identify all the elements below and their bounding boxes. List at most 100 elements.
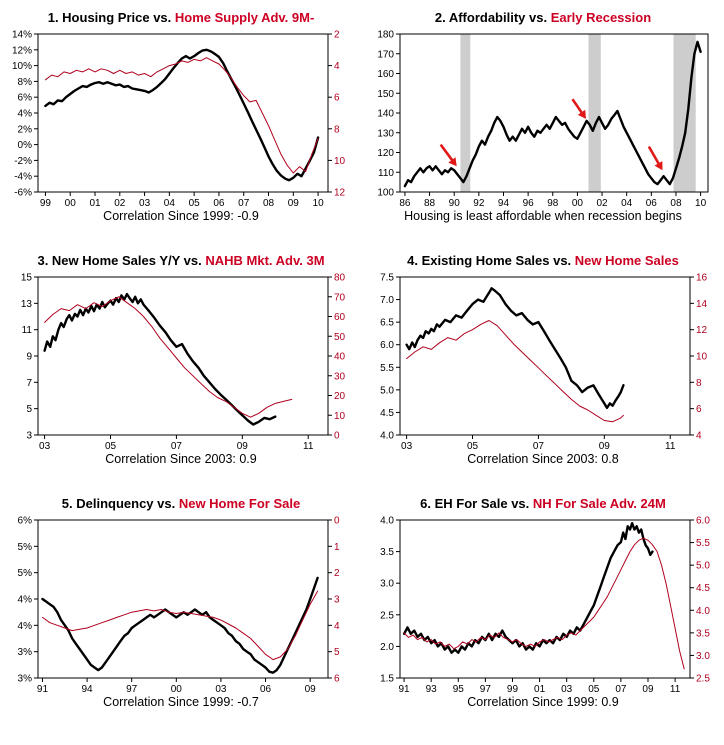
svg-text:96: 96 xyxy=(523,198,535,209)
chart-5-title: 5. Delinquency vs. New Home For Sale xyxy=(62,496,300,512)
chart-3-title: 3. New Home Sales Y/Y vs. NAHB Mkt. Adv.… xyxy=(37,253,324,269)
chart-1-caption: Correlation Since 1999: -0.9 xyxy=(103,209,259,223)
svg-text:160: 160 xyxy=(377,69,394,80)
svg-text:3.5: 3.5 xyxy=(696,628,710,639)
svg-text:110: 110 xyxy=(378,168,394,179)
svg-text:8: 8 xyxy=(334,124,340,135)
svg-text:-2%: -2% xyxy=(14,156,32,167)
svg-text:09: 09 xyxy=(305,684,317,695)
svg-text:98: 98 xyxy=(547,198,559,209)
svg-text:2: 2 xyxy=(334,30,340,41)
chart-4-title-black: 4. Existing Home Sales vs. xyxy=(407,253,575,268)
svg-text:15: 15 xyxy=(21,273,33,284)
svg-text:60: 60 xyxy=(334,312,346,323)
svg-text:2.0: 2.0 xyxy=(380,642,394,653)
svg-text:12%: 12% xyxy=(12,45,32,56)
svg-text:150: 150 xyxy=(377,89,394,100)
svg-text:00: 00 xyxy=(65,198,77,209)
svg-text:92: 92 xyxy=(473,198,485,209)
chart-3-plot-area: 15 13 11 9 7 5 3 80 70 60 50 40 30 20 10 0 03 05 07 09 11 xyxy=(21,273,346,453)
svg-text:5.5: 5.5 xyxy=(380,363,394,374)
svg-text:4%: 4% xyxy=(18,621,33,632)
svg-text:6: 6 xyxy=(334,93,340,104)
chart-4-title: 4. Existing Home Sales vs. New Home Sale… xyxy=(407,253,679,269)
svg-text:0%: 0% xyxy=(18,140,33,151)
svg-text:130: 130 xyxy=(377,128,394,139)
chart-panel-6: 6. EH For Sale vs. NH For Sale Adv. 24M … xyxy=(362,490,724,733)
svg-text:04: 04 xyxy=(621,198,633,209)
svg-text:03: 03 xyxy=(561,684,573,695)
svg-text:01: 01 xyxy=(534,684,546,695)
svg-text:2%: 2% xyxy=(18,124,33,135)
svg-text:08: 08 xyxy=(670,198,682,209)
svg-text:140: 140 xyxy=(377,109,394,120)
svg-text:8: 8 xyxy=(696,378,702,389)
chart-panel-3: 3. New Home Sales Y/Y vs. NAHB Mkt. Adv.… xyxy=(0,247,362,490)
svg-text:30: 30 xyxy=(334,371,346,382)
svg-text:97: 97 xyxy=(480,684,492,695)
svg-text:5%: 5% xyxy=(18,542,33,553)
svg-text:5.0: 5.0 xyxy=(696,561,710,572)
svg-text:5.0: 5.0 xyxy=(380,385,394,396)
chart-1-title: 1. Housing Price vs. Home Supply Adv. 9M… xyxy=(48,10,315,26)
svg-text:10%: 10% xyxy=(12,61,32,72)
svg-text:5%: 5% xyxy=(18,568,33,579)
svg-text:99: 99 xyxy=(507,684,519,695)
svg-text:4%: 4% xyxy=(18,109,33,120)
chart-6-title-black: 6. EH For Sale vs. xyxy=(420,496,533,511)
svg-text:11: 11 xyxy=(303,441,314,452)
chart-2-title: 2. Affordability vs. Early Recession xyxy=(435,10,651,26)
chart-1-title-red: Home Supply Adv. 9M- xyxy=(174,10,315,25)
svg-text:3.0: 3.0 xyxy=(380,579,394,590)
svg-text:10: 10 xyxy=(695,198,707,209)
svg-text:07: 07 xyxy=(533,441,545,452)
svg-text:99: 99 xyxy=(40,198,52,209)
svg-text:1.5: 1.5 xyxy=(380,674,394,685)
svg-text:100: 100 xyxy=(377,188,394,199)
svg-text:08: 08 xyxy=(263,198,275,209)
svg-text:09: 09 xyxy=(237,441,249,452)
chart-1-title-black: 1. Housing Price vs. xyxy=(47,10,175,25)
svg-text:4: 4 xyxy=(334,61,340,72)
chart-5-title-black: 5. Delinquency vs. xyxy=(61,496,179,511)
svg-text:50: 50 xyxy=(334,332,346,343)
svg-text:40: 40 xyxy=(334,352,346,363)
chart-2-title-red: Early Recession xyxy=(550,10,652,25)
svg-text:09: 09 xyxy=(288,198,300,209)
svg-text:7: 7 xyxy=(26,378,32,389)
svg-text:00: 00 xyxy=(171,684,183,695)
svg-text:10: 10 xyxy=(313,198,325,209)
svg-text:5.5: 5.5 xyxy=(696,538,710,549)
svg-text:94: 94 xyxy=(498,198,510,209)
svg-text:4: 4 xyxy=(334,621,340,632)
chart-1-plot-area: 14% 12% 10% 8% 6% 4% 2% 0% -2% -4% -6% 2 4 6 8 10 12 99 00… xyxy=(12,30,346,210)
svg-text:3: 3 xyxy=(334,595,340,606)
svg-text:12: 12 xyxy=(334,188,346,199)
svg-text:6.0: 6.0 xyxy=(696,516,710,527)
svg-text:6: 6 xyxy=(696,404,702,415)
svg-text:4.5: 4.5 xyxy=(380,408,394,419)
svg-text:4.0: 4.0 xyxy=(696,606,710,617)
svg-text:2.5: 2.5 xyxy=(380,610,394,621)
svg-text:09: 09 xyxy=(642,684,654,695)
svg-text:03: 03 xyxy=(401,441,413,452)
svg-text:03: 03 xyxy=(215,684,227,695)
svg-text:180: 180 xyxy=(377,30,394,41)
svg-text:09: 09 xyxy=(599,441,611,452)
svg-text:94: 94 xyxy=(82,684,94,695)
chart-3-caption: Correlation Since 2003: 0.9 xyxy=(105,452,257,466)
svg-text:2.5: 2.5 xyxy=(696,674,710,685)
svg-text:3%: 3% xyxy=(18,674,33,685)
svg-text:14%: 14% xyxy=(12,30,32,41)
chart-6-title: 6. EH For Sale vs. NH For Sale Adv. 24M xyxy=(420,496,666,512)
svg-text:04: 04 xyxy=(164,198,176,209)
svg-text:-4%: -4% xyxy=(14,172,32,183)
chart-panel-1: 1. Housing Price vs. Home Supply Adv. 9M… xyxy=(0,4,362,247)
svg-text:1: 1 xyxy=(334,542,340,553)
svg-text:07: 07 xyxy=(615,684,627,695)
chart-panel-4: 4. Existing Home Sales vs. New Home Sale… xyxy=(362,247,724,490)
svg-text:11: 11 xyxy=(665,441,676,452)
chart-2-title-black: 2. Affordability vs. xyxy=(434,10,551,25)
svg-text:05: 05 xyxy=(588,684,600,695)
